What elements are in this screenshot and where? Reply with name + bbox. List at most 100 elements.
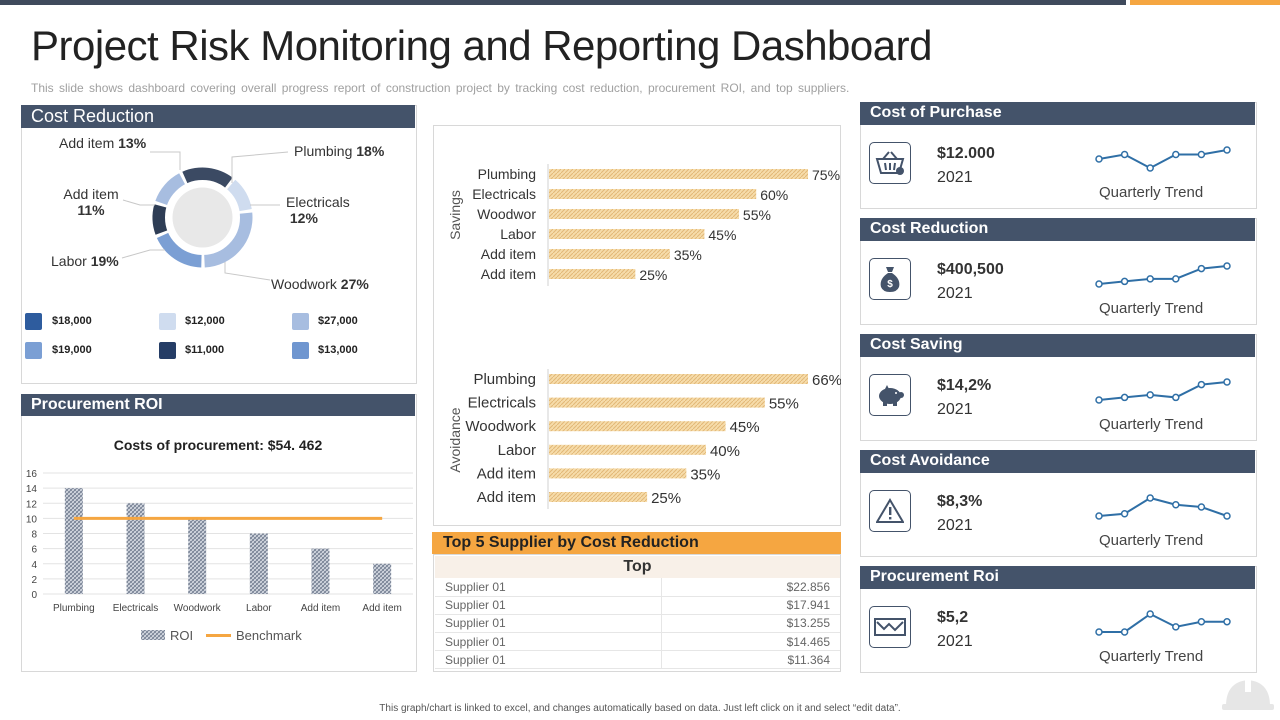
- donut-slice: [155, 173, 186, 206]
- supplier-name: Supplier 01: [435, 650, 662, 670]
- category-label: Plumbing: [473, 371, 536, 388]
- axis-label: Savings: [447, 190, 463, 240]
- kpi-trend-label: Quarterly Trend: [1099, 416, 1204, 433]
- hbar: [549, 209, 739, 219]
- kpi-trend-label: Quarterly Trend: [1099, 300, 1204, 317]
- sparkline-point: [1197, 150, 1206, 159]
- y-tick-label: 14: [26, 484, 38, 495]
- roi-bar: [64, 488, 83, 594]
- supplier-name: Supplier 01: [435, 596, 662, 615]
- donut-label-add-item-2: Add item 11%: [63, 186, 119, 218]
- helmet-icon: [1222, 678, 1274, 710]
- hbar: [549, 468, 687, 479]
- table-row: Supplier 01 $17.941: [435, 596, 840, 615]
- category-label: Electricals: [472, 186, 536, 202]
- legend-swatch: [25, 313, 42, 330]
- sparkline-point: [1120, 510, 1129, 518]
- donut-slice: [204, 212, 253, 268]
- sparkline-point: [1223, 512, 1231, 520]
- x-tick-label: Add item: [362, 603, 401, 614]
- sparkline-point: [1095, 280, 1103, 288]
- hbar: [549, 269, 636, 279]
- value-label: 60%: [760, 187, 788, 203]
- sparkline-point: [1146, 610, 1154, 618]
- category-label: Add item: [477, 465, 536, 482]
- y-tick-label: 12: [26, 499, 38, 510]
- kpi-year: 2021: [937, 517, 973, 534]
- donut-label-woodwork: Woodwork 27%: [271, 276, 369, 292]
- sparkline-point: [1223, 146, 1231, 154]
- value-label: 55%: [743, 207, 771, 223]
- supplier-value: $11.364: [661, 650, 840, 670]
- kpi-year: 2021: [937, 401, 973, 418]
- hbar: [549, 169, 808, 179]
- table-row: Supplier 01 $22.856: [435, 578, 840, 597]
- legend-value: $13,000: [318, 344, 358, 356]
- hbar: [549, 397, 765, 408]
- donut-center: [172, 187, 233, 248]
- sparkline-point: [1095, 512, 1103, 520]
- y-tick-label: 16: [26, 469, 38, 480]
- sparkline-point: [1223, 262, 1231, 270]
- money-bag-icon: $: [869, 258, 911, 300]
- sparkline-point: [1223, 617, 1231, 626]
- sparkline-point: [1095, 628, 1103, 636]
- hbar: [549, 229, 705, 239]
- sparkline-point: [1095, 396, 1103, 404]
- sparkline-point: [1120, 150, 1129, 159]
- sparkline-point: [1120, 628, 1129, 636]
- legend-swatch: [25, 342, 42, 359]
- sparkline-point: [1172, 393, 1180, 402]
- sparkline-point: [1120, 277, 1129, 286]
- kpi-header: Cost Avoidance: [860, 450, 1255, 473]
- value-label: 40%: [710, 443, 740, 460]
- legend-value: $12,000: [185, 315, 225, 327]
- hbar: [549, 421, 726, 432]
- supplier-value: $17.941: [661, 596, 840, 615]
- donut-slice: [226, 179, 252, 212]
- sparkline-point: [1146, 275, 1154, 283]
- top-accent-bar-orange: [1130, 0, 1280, 5]
- axis-label: Avoidance: [447, 407, 463, 472]
- sparkline-point: [1146, 494, 1154, 502]
- supplier-value: $14.465: [661, 632, 840, 652]
- supplier-value: $22.856: [661, 578, 840, 597]
- sparkline-point: [1095, 155, 1103, 163]
- footer-note: This graph/chart is linked to excel, and…: [379, 703, 901, 714]
- sparkline-point: [1120, 393, 1129, 402]
- kpi-header: Procurement Roi: [860, 566, 1255, 589]
- kpi-trend-label: Quarterly Trend: [1099, 648, 1204, 665]
- donut-label-add-item-1: Add item 13%: [59, 135, 147, 151]
- roi-legend-swatch: [141, 630, 165, 640]
- kpi-value: $8,3%: [937, 493, 983, 510]
- hbar: [549, 374, 808, 384]
- x-tick-label: Woodwork: [174, 603, 222, 614]
- value-label: 75%: [812, 167, 840, 183]
- top-accent-bar: [0, 0, 1126, 5]
- cost-reduction-panel: [21, 105, 417, 384]
- kpi-header: Cost of Purchase: [860, 102, 1255, 125]
- value-label: 25%: [651, 490, 681, 507]
- value-label: 25%: [639, 267, 667, 283]
- y-tick-label: 2: [31, 575, 37, 586]
- y-tick-label: 6: [31, 545, 37, 556]
- y-tick-label: 4: [31, 560, 37, 571]
- sparkline-point: [1197, 264, 1206, 273]
- category-label: Labor: [498, 442, 536, 459]
- sparkline-point: [1146, 164, 1154, 172]
- sparkline-point: [1146, 391, 1154, 399]
- y-tick-label: 8: [31, 530, 37, 541]
- kpi-header: Cost Reduction: [860, 218, 1255, 241]
- hbar: [549, 492, 648, 502]
- envelope-icon: [869, 606, 911, 648]
- supplier-col-header: Top: [435, 556, 840, 578]
- procurement-chart-title: Costs of procurement: $54. 462: [113, 437, 323, 453]
- donut-slice: [182, 167, 233, 189]
- legend-value: $27,000: [318, 315, 358, 327]
- sparkline: [1095, 610, 1231, 636]
- roi-bar: [311, 548, 330, 594]
- donut-label-electricals: Electricals 12%: [286, 194, 350, 226]
- roi-bar: [188, 518, 207, 594]
- page-title: Project Risk Monitoring and Reporting Da…: [31, 22, 932, 69]
- sparkline: [1095, 494, 1231, 520]
